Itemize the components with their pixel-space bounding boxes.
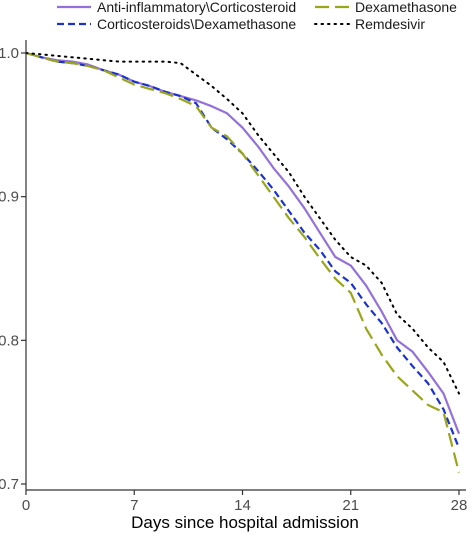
legend-label-4: Remdesivir xyxy=(355,16,425,32)
x-axis-ticks: 0 7 14 21 28 xyxy=(22,490,468,514)
legend-label-3: Dexamethasone xyxy=(355,0,457,15)
plot-lines xyxy=(25,51,461,473)
x-tick-label: 14 xyxy=(234,497,251,514)
x-tick-label: 7 xyxy=(130,497,138,514)
y-tick-label: 0.9 xyxy=(0,189,19,206)
y-tick-label: 0.7 xyxy=(0,476,19,493)
y-tick-label: 1.0 xyxy=(0,45,19,62)
legend-label-1: Anti-inflammatory\Corticosteroid xyxy=(97,0,296,15)
x-tick-label: 28 xyxy=(451,497,468,514)
x-tick-label: 21 xyxy=(342,497,359,514)
x-tick-label: 0 xyxy=(22,497,30,514)
legend: Anti-inflammatory\CorticosteroidCorticos… xyxy=(57,0,457,32)
series-line-4 xyxy=(25,52,460,395)
series-line-3 xyxy=(25,51,461,473)
y-tick-label: 0.8 xyxy=(0,332,19,349)
x-axis-title: Days since hospital admission xyxy=(131,513,359,532)
series-line-1 xyxy=(25,51,461,435)
legend-label-2: Corticosteroids\Dexamethasone xyxy=(97,16,296,32)
y-axis-ticks: 0.7 0.8 0.9 1.0 xyxy=(0,45,26,493)
